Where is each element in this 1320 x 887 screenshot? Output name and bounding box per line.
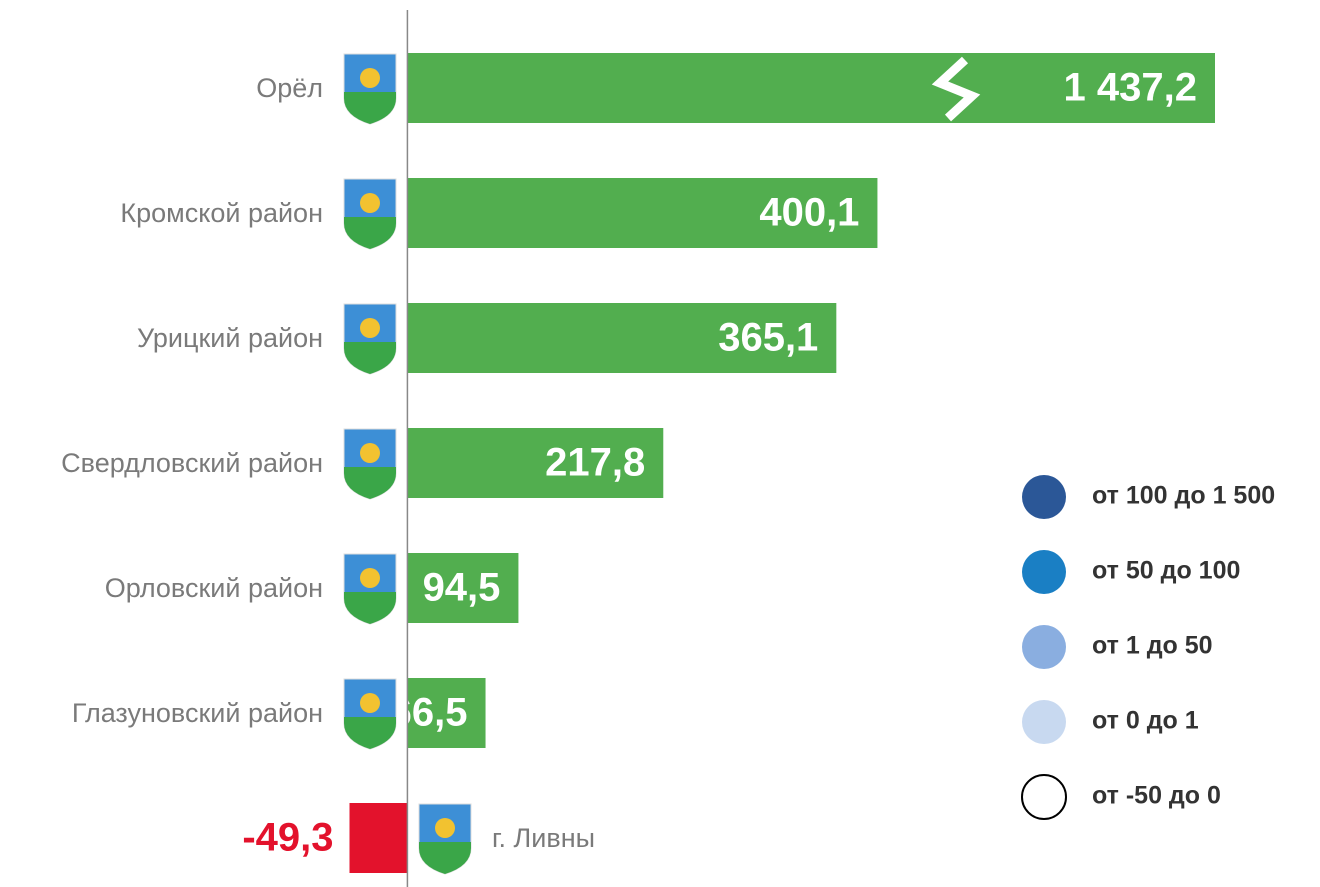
emblem-detail (344, 467, 396, 499)
bar (407, 428, 664, 498)
legend-swatch (1021, 774, 1067, 820)
emblem-detail (360, 568, 380, 588)
bar (349, 803, 408, 873)
category-label: Орловский район (105, 573, 323, 603)
legend-swatch (1022, 475, 1066, 519)
emblem-detail (435, 818, 455, 838)
bar (407, 678, 486, 748)
bar (407, 53, 1215, 123)
category-label: Свердловский район (61, 448, 323, 478)
emblem-detail (360, 693, 380, 713)
emblem-detail (344, 592, 396, 624)
emblem-detail (419, 842, 471, 874)
category-label: Глазуновский район (72, 698, 323, 728)
emblem-detail (360, 68, 380, 88)
legend-swatch (1022, 700, 1066, 744)
bar (407, 178, 878, 248)
emblem-detail (344, 342, 396, 374)
value-label: 217,8 (545, 441, 645, 485)
bar (407, 553, 519, 623)
emblem-detail (360, 443, 380, 463)
value-label: 400,1 (759, 191, 859, 235)
category-label: г. Ливны (492, 823, 595, 853)
category-label: Урицкий район (137, 323, 323, 353)
value-label: 1 437,2 (1064, 66, 1197, 110)
emblem-detail (360, 193, 380, 213)
value-label: 66,5 (390, 691, 468, 735)
emblem-detail (344, 217, 396, 249)
legend-label: от 0 до 1 (1092, 707, 1199, 735)
category-label: Орёл (256, 73, 323, 103)
legend-label: от 50 до 100 (1092, 557, 1240, 585)
value-label: 94,5 (423, 566, 501, 610)
category-label: Кромской район (120, 198, 323, 228)
value-label: 365,1 (718, 316, 818, 360)
legend-swatch (1022, 625, 1066, 669)
emblem-detail (344, 717, 396, 749)
emblem-detail (344, 92, 396, 124)
axis-break (931, 56, 981, 122)
legend-label: от 100 до 1 500 (1092, 482, 1275, 510)
legend-label: от -50 до 0 (1092, 782, 1221, 810)
value-label: -49,3 (242, 816, 333, 860)
legend-label: от 1 до 50 (1092, 632, 1213, 660)
bar (407, 303, 837, 373)
emblem-detail (360, 318, 380, 338)
legend-swatch (1022, 550, 1066, 594)
